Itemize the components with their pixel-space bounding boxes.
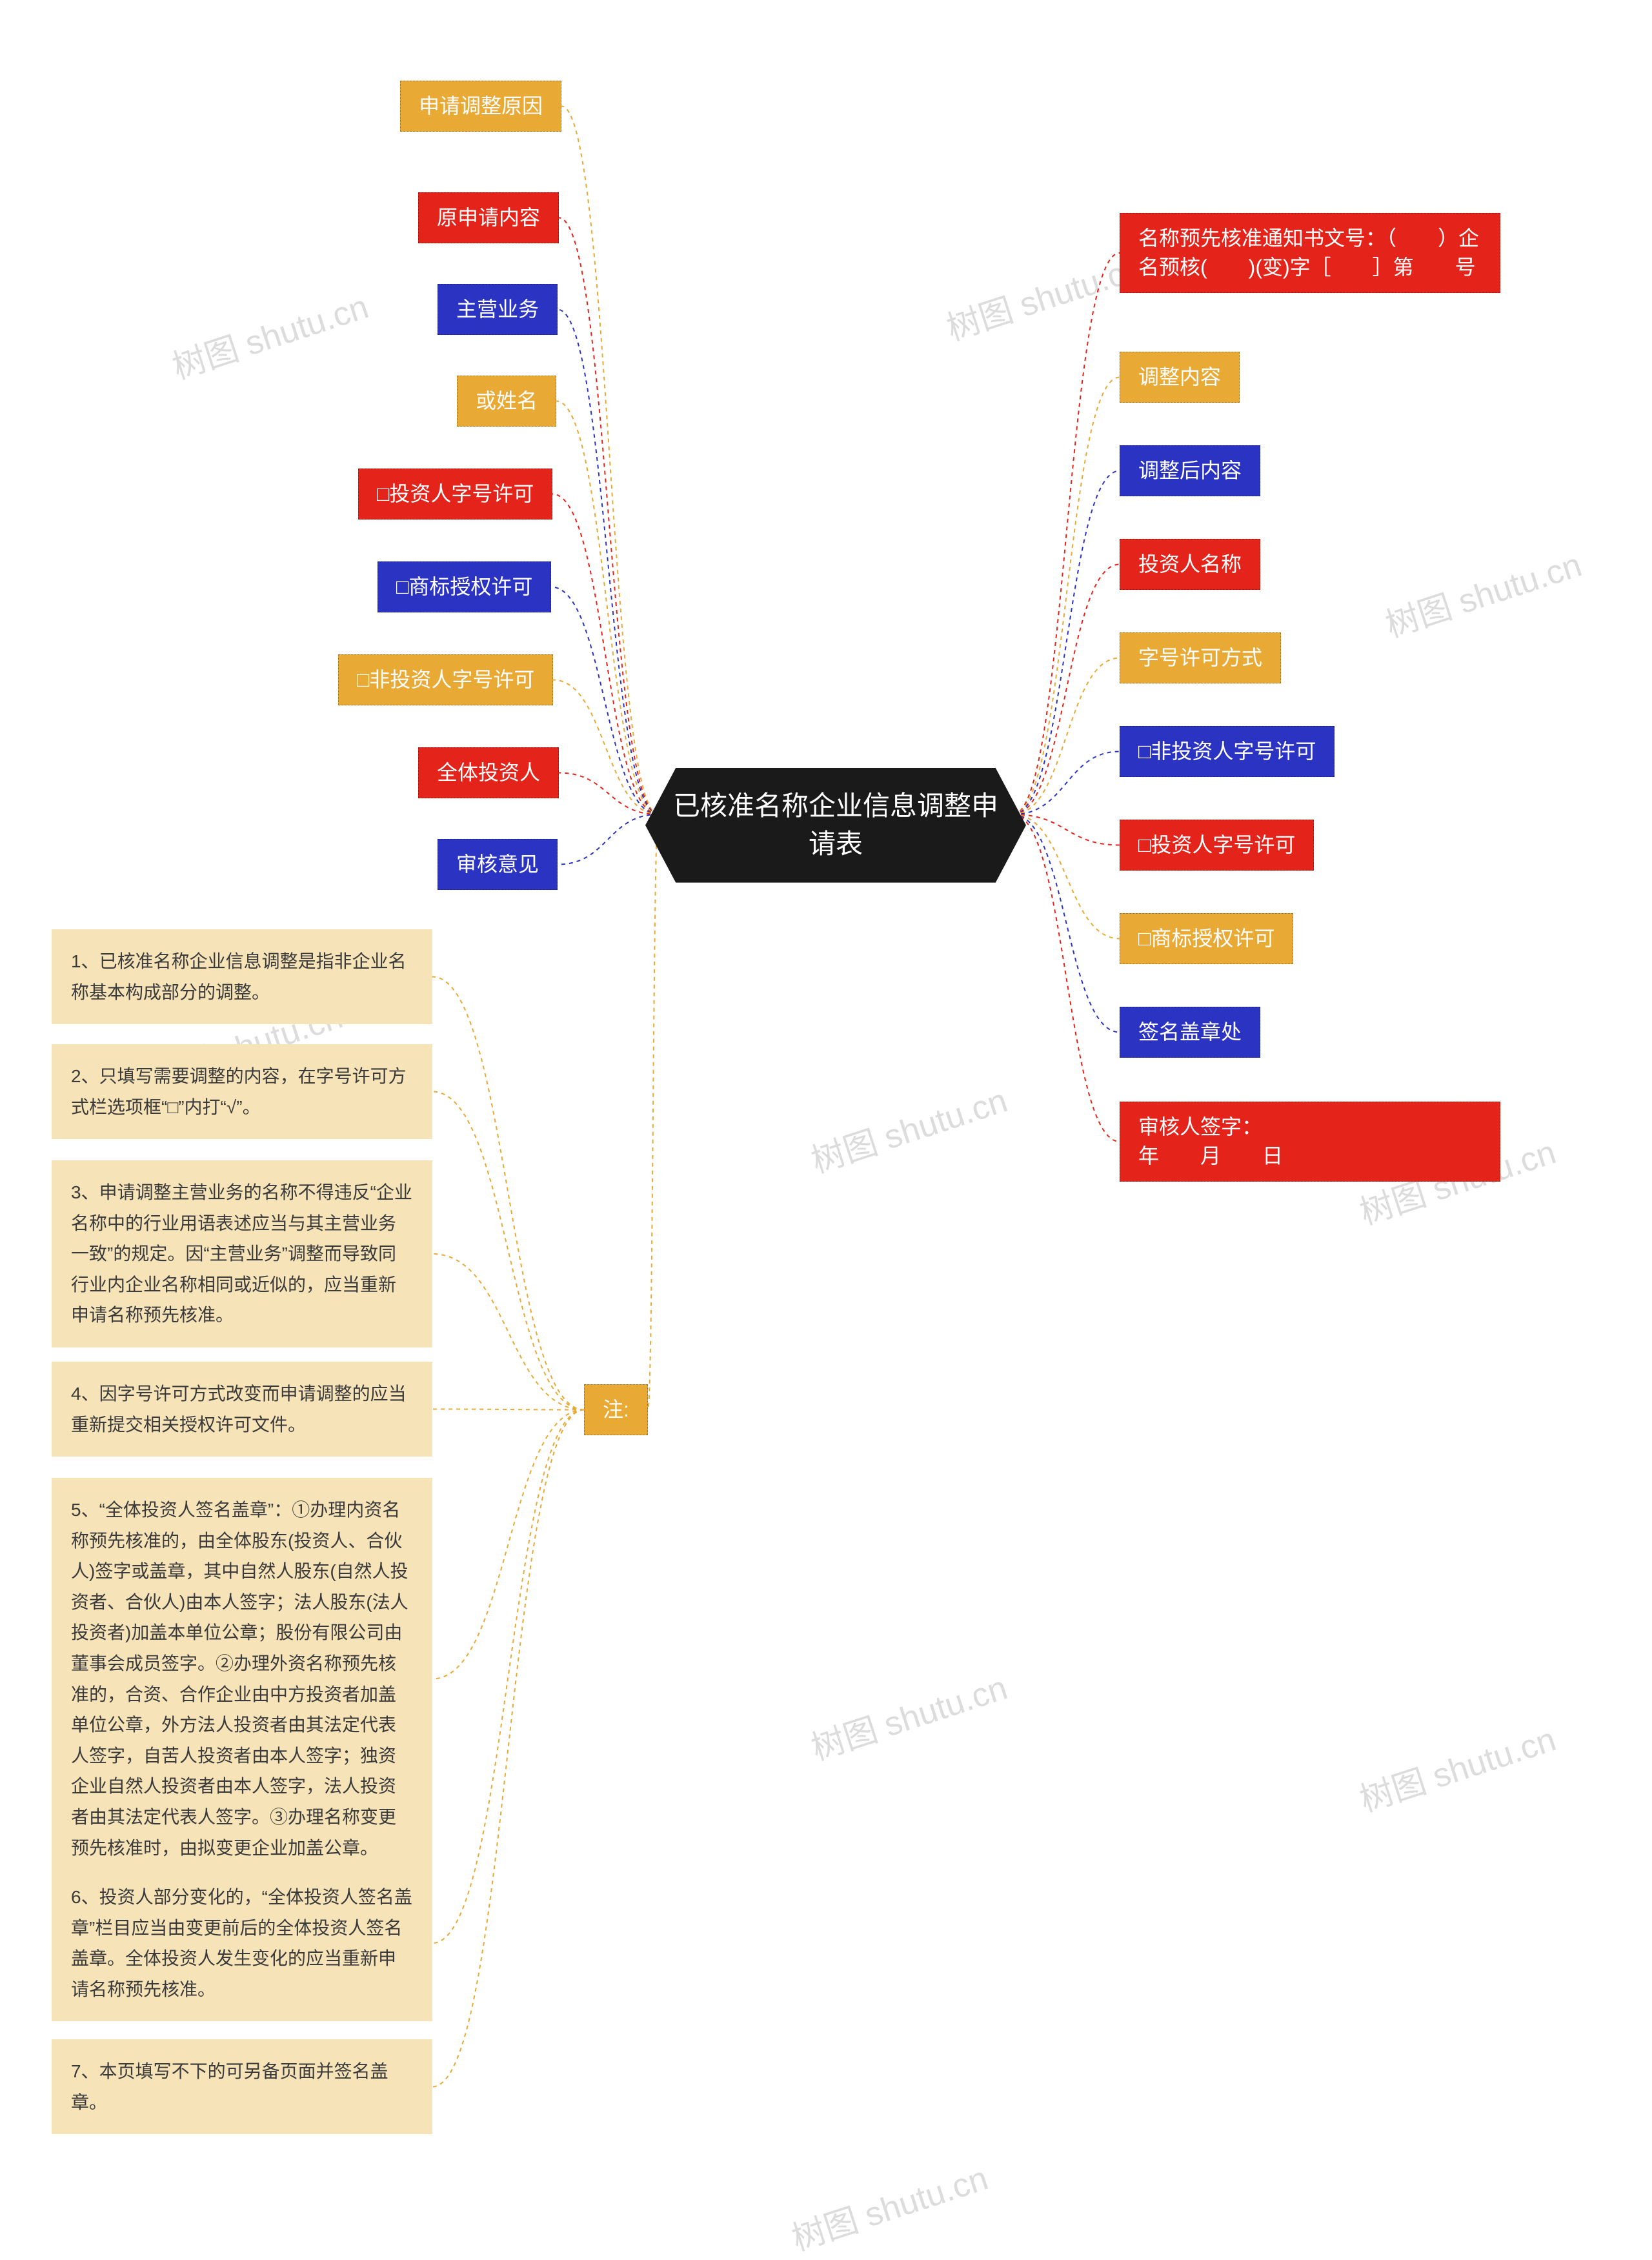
mindmap-node-r9: 签名盖章处 <box>1120 1007 1260 1058</box>
mindmap-node-l4: 或姓名 <box>457 376 556 427</box>
mindmap-node-l7: □非投资人字号许可 <box>338 654 553 705</box>
mindmap-node-r3: 调整后内容 <box>1120 445 1260 496</box>
mindmap-node-l5: □投资人字号许可 <box>358 469 552 520</box>
watermark: 树图 shutu.cn <box>785 2151 993 2260</box>
mindmap-node-l1: 申请调整原因 <box>400 81 561 132</box>
mindmap-node-l8: 全体投资人 <box>418 747 559 798</box>
note-3: 3、申请调整主营业务的名称不得违反“企业名称中的行业用语表述应当与其主营业务一致… <box>52 1160 432 1347</box>
mindmap-node-r4: 投资人名称 <box>1120 539 1260 590</box>
note-1: 1、已核准名称企业信息调整是指非企业名称基本构成部分的调整。 <box>52 929 432 1024</box>
watermark: 树图 shutu.cn <box>940 241 1148 350</box>
mindmap-node-l9: 审核意见 <box>438 839 558 890</box>
mindmap-node-l10: 注: <box>584 1384 648 1435</box>
mindmap-node-r10: 审核人签字： 年 月 日 <box>1120 1102 1500 1182</box>
note-4: 4、因字号许可方式改变而申请调整的应当重新提交相关授权许可文件。 <box>52 1362 432 1457</box>
watermark: 树图 shutu.cn <box>804 1073 1012 1182</box>
center-node: 已核准名称企业信息调整申请表 <box>645 768 1026 883</box>
note-5: 5、“全体投资人签名盖章”：①办理内资名称预先核准的，由全体股东(投资人、合伙人… <box>52 1478 432 1880</box>
mindmap-node-r1: 名称预先核准通知书文号：（ ）企名预核( )(变)字［ ］第 号 <box>1120 213 1500 293</box>
mindmap-node-l2: 原申请内容 <box>418 192 559 243</box>
watermark: 树图 shutu.cn <box>165 279 374 388</box>
mindmap-node-r6: □非投资人字号许可 <box>1120 726 1335 777</box>
watermark: 树图 shutu.cn <box>1378 538 1587 647</box>
note-2: 2、只填写需要调整的内容，在字号许可方式栏选项框“□”内打“√”。 <box>52 1044 432 1139</box>
note-6: 6、投资人部分变化的，“全体投资人签名盖章”栏目应当由变更前后的全体投资人签名盖… <box>52 1865 432 2021</box>
note-7: 7、本页填写不下的可另备页面并签名盖章。 <box>52 2039 432 2134</box>
watermark: 树图 shutu.cn <box>1353 1712 1561 1821</box>
mindmap-node-r5: 字号许可方式 <box>1120 632 1281 683</box>
mindmap-node-r8: □商标授权许可 <box>1120 913 1293 964</box>
mindmap-node-l6: □商标授权许可 <box>378 561 551 612</box>
mindmap-node-l3: 主营业务 <box>438 284 558 335</box>
watermark: 树图 shutu.cn <box>804 1660 1012 1770</box>
mindmap-canvas: 已核准名称企业信息调整申请表 树图 shutu.cn 树图 shutu.cn 树图 … <box>0 0 1652 2231</box>
mindmap-node-r7: □投资人字号许可 <box>1120 820 1314 871</box>
mindmap-node-r2: 调整内容 <box>1120 352 1240 403</box>
